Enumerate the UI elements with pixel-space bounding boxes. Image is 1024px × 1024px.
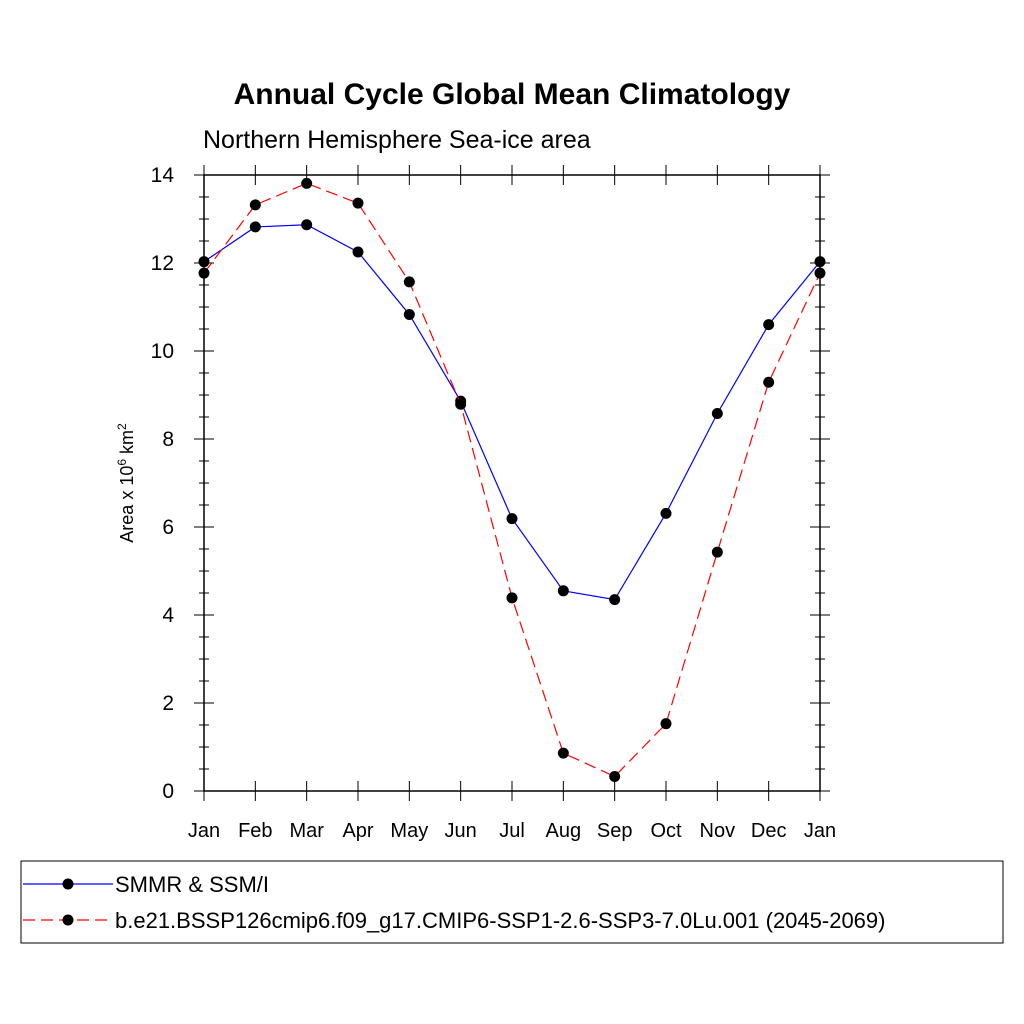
series-line-2 <box>203 182 821 778</box>
data-point <box>660 718 672 730</box>
data-point <box>352 246 364 258</box>
x-tick-label: Oct <box>650 820 682 842</box>
data-point <box>301 219 313 231</box>
legend-label-1: SMMR & SSM/I <box>115 872 269 897</box>
data-point <box>557 585 569 597</box>
x-tick-label: Feb <box>238 820 272 842</box>
x-tick-label: Jun <box>445 820 477 842</box>
x-tick-label: Jan <box>188 820 220 842</box>
data-point <box>557 747 569 759</box>
plot-frame <box>203 174 821 792</box>
x-tick-label: Jan <box>804 820 836 842</box>
x-tick-label: Apr <box>342 820 373 842</box>
y-tick-label: 2 <box>162 692 174 715</box>
y-tick-label: 12 <box>151 252 174 275</box>
x-tick-label: Sep <box>597 820 633 842</box>
chart-title: Annual Cycle Global Mean Climatology <box>234 78 791 111</box>
x-axis: Jan Feb Mar Apr May Jun Jul Aug Sep Oct Nov Dec Jan <box>188 165 836 842</box>
data-point <box>763 376 775 388</box>
legend: SMMR & SSM/I b.e21.BSSP126cmip6.f09_g17.C… <box>23 872 885 933</box>
data-point <box>403 276 415 288</box>
x-tick-label: Mar <box>289 820 324 842</box>
data-point <box>506 513 518 525</box>
legend-box <box>20 860 1004 944</box>
y-tick-label: 4 <box>162 604 174 627</box>
chart-subtitle: Northern Hemisphere Sea-ice area <box>203 126 591 154</box>
y-tick-label: 6 <box>162 516 174 539</box>
y-tick-label: 14 <box>151 164 175 187</box>
x-tick-label: May <box>390 820 428 842</box>
data-point <box>249 221 261 233</box>
legend-marker <box>62 878 74 890</box>
data-point <box>198 256 210 268</box>
x-tick-label: Nov <box>700 820 736 842</box>
data-point <box>609 594 621 606</box>
data-point <box>660 507 672 519</box>
y-axis-label: Area x 106 km2 <box>115 423 137 543</box>
data-point <box>301 177 313 189</box>
data-point <box>403 308 415 320</box>
y-tick-label: 10 <box>151 340 174 363</box>
data-point <box>711 546 723 558</box>
data-point <box>352 197 364 209</box>
data-point <box>249 199 261 211</box>
legend-label-2: b.e21.BSSP126cmip6.f09_g17.CMIP6-SSP1-2.… <box>115 908 885 933</box>
data-point <box>763 319 775 331</box>
series-line-1 <box>203 224 821 601</box>
x-tick-label: Aug <box>546 820 582 842</box>
y-tick-label: 8 <box>162 428 174 451</box>
legend-marker <box>62 914 74 926</box>
data-point <box>455 398 467 410</box>
series-layer <box>198 177 826 782</box>
x-tick-label: Jul <box>499 820 525 842</box>
data-point <box>506 592 518 604</box>
y-tick-label: 0 <box>162 780 174 803</box>
y-axis: 0 2 4 6 8 10 12 14 <box>151 164 830 803</box>
data-point <box>198 267 210 279</box>
data-point <box>814 267 826 279</box>
data-point <box>814 256 826 268</box>
x-tick-label: Dec <box>751 820 787 842</box>
data-point <box>609 770 621 782</box>
data-point <box>711 407 723 419</box>
